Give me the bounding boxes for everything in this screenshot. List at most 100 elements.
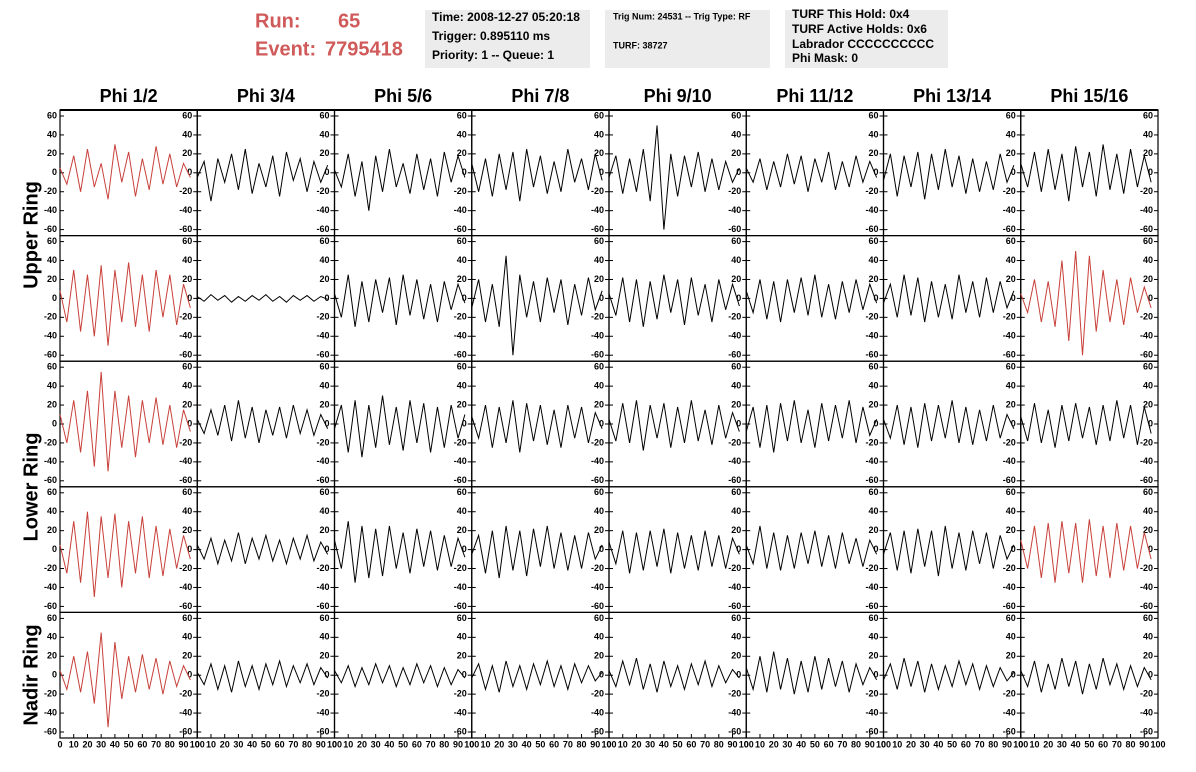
x-tick-label: 80 [988,739,998,749]
x-tick-label: 100 [739,739,754,749]
y-tick-label: 40 [47,381,57,391]
info-box [605,10,770,68]
y-tick-label: 60 [1006,362,1016,372]
y-tick-label: 60 [47,110,57,120]
y-tick-label: -20 [591,437,604,447]
y-tick-label: 40 [182,381,192,391]
y-tick-label: 20 [594,525,604,535]
y-tick-label: -60 [1140,350,1153,360]
y-tick-label: -40 [44,205,57,215]
x-tick-label: 90 [316,739,326,749]
y-tick-label: -40 [316,331,329,341]
y-tick-label: -60 [591,350,604,360]
y-tick-label: 20 [319,525,329,535]
y-tick-label: -20 [591,563,604,573]
y-tick-label: -40 [728,582,741,592]
y-tick-label: 60 [1143,487,1153,497]
y-tick-label: -40 [316,582,329,592]
x-tick-label: 0 [57,739,62,749]
y-tick-label: -40 [865,331,878,341]
waveform [59,511,191,597]
y-tick-label: 40 [47,506,57,516]
info-line: TURF This Hold: 0x4 [792,7,910,21]
y-tick-label: -60 [44,601,57,611]
x-tick-label: 100 [1150,739,1165,749]
y-tick-label: -60 [1140,726,1153,736]
x-tick-label: 60 [412,739,422,749]
y-tick-label: 20 [1006,274,1016,284]
y-tick-label: -20 [454,689,467,699]
y-tick-label: 60 [1006,110,1016,120]
y-tick-label: 0 [324,544,329,554]
y-tick-label: 20 [47,148,57,158]
y-tick-label: 20 [182,651,192,661]
y-tick-label: -60 [1140,601,1153,611]
y-tick-label: -20 [591,312,604,322]
y-tick-label: 40 [731,381,741,391]
y-tick-label: -20 [316,563,329,573]
y-tick-label: 40 [182,632,192,642]
y-tick-label: 40 [457,506,467,516]
x-tick-label: 10 [618,739,628,749]
x-tick-label: 30 [96,739,106,749]
y-tick-label: 20 [182,399,192,409]
y-tick-label: 0 [324,418,329,428]
x-tick-label: 90 [179,739,189,749]
y-tick-label: -60 [454,475,467,485]
x-tick-label: 80 [714,739,724,749]
y-tick-label: 40 [47,129,57,139]
y-tick-label: -20 [865,186,878,196]
y-tick-label: 0 [52,293,57,303]
y-tick-label: 40 [319,255,329,265]
x-tick-label: 0 [1018,739,1023,749]
y-tick-label: 60 [47,613,57,623]
x-tick-label: 10 [892,739,902,749]
y-tick-label: 20 [47,651,57,661]
y-tick-label: 0 [52,167,57,177]
x-tick-label: 60 [961,739,971,749]
y-tick-label: 60 [868,236,878,246]
y-tick-label: 60 [319,613,329,623]
y-tick-label: 20 [594,148,604,158]
y-tick-label: 0 [462,167,467,177]
info-box [425,10,590,68]
x-tick-label: 100 [876,739,891,749]
y-tick-label: 20 [1143,651,1153,661]
y-tick-label: 60 [731,613,741,623]
y-tick-label: 60 [457,613,467,623]
y-tick-label: 20 [868,651,878,661]
waveform [334,395,466,458]
x-tick-label: 60 [137,739,147,749]
y-tick-label: 0 [462,293,467,303]
y-tick-label: 0 [1011,167,1016,177]
x-tick-label: 0 [195,739,200,749]
y-tick-label: -20 [316,437,329,447]
y-tick-label: -60 [179,350,192,360]
y-tick-label: -60 [1003,224,1016,234]
y-tick-label: -20 [454,312,467,322]
y-tick-label: 0 [1148,670,1153,680]
y-tick-label: 0 [736,418,741,428]
info-line: Priority: 1 -- Queue: 1 [432,48,554,62]
y-tick-label: -60 [316,224,329,234]
x-tick-label: 30 [233,739,243,749]
info-line: Trig Num: 24531 -- Trig Type: RF [613,11,751,21]
y-tick-label: 0 [187,293,192,303]
waveform [1020,144,1152,202]
run-label: Run: [255,10,301,32]
info-line: Trigger: 0.895110 ms [432,29,550,43]
y-tick-label: 60 [319,487,329,497]
y-tick-label: 20 [594,399,604,409]
y-tick-label: 0 [1011,544,1016,554]
y-tick-label: -20 [1003,437,1016,447]
y-tick-label: 0 [873,293,878,303]
y-tick-label: 20 [457,399,467,409]
waveform [334,662,466,689]
y-tick-label: 40 [594,381,604,391]
y-tick-label: -60 [1003,601,1016,611]
y-tick-label: 20 [868,399,878,409]
run: 65 [338,10,360,32]
info-box [785,10,948,68]
y-tick-label: -40 [865,582,878,592]
